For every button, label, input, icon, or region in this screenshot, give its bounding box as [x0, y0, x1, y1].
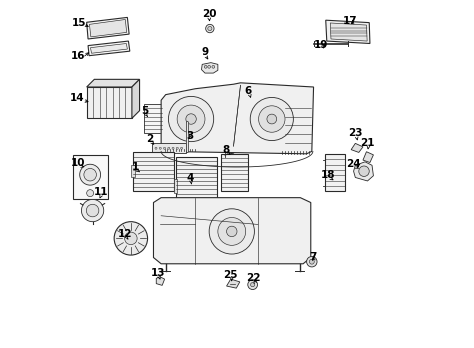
Polygon shape	[354, 162, 374, 181]
Circle shape	[84, 168, 96, 181]
Circle shape	[267, 114, 277, 124]
Circle shape	[227, 226, 237, 237]
Polygon shape	[161, 83, 314, 154]
Bar	[131, 165, 135, 177]
Text: 6: 6	[245, 86, 252, 96]
Text: 16: 16	[70, 51, 85, 61]
Circle shape	[159, 147, 161, 149]
Polygon shape	[201, 63, 218, 73]
Circle shape	[155, 147, 157, 149]
Bar	[173, 179, 177, 193]
Text: 4: 4	[186, 173, 194, 183]
Circle shape	[204, 65, 207, 68]
Circle shape	[359, 166, 369, 176]
Circle shape	[248, 280, 257, 290]
Text: 10: 10	[70, 158, 85, 168]
Polygon shape	[87, 17, 129, 39]
Circle shape	[212, 65, 215, 68]
Circle shape	[251, 283, 255, 287]
Bar	[176, 157, 217, 198]
Circle shape	[208, 26, 212, 31]
Circle shape	[114, 222, 147, 255]
Text: 14: 14	[70, 93, 85, 103]
Circle shape	[176, 147, 178, 149]
Text: 13: 13	[150, 268, 165, 278]
Circle shape	[172, 147, 174, 149]
Bar	[144, 104, 162, 133]
Text: 15: 15	[72, 18, 86, 27]
Text: 9: 9	[201, 47, 209, 57]
Bar	[133, 152, 173, 191]
Circle shape	[209, 209, 255, 254]
Polygon shape	[91, 44, 128, 53]
Polygon shape	[351, 143, 363, 152]
Polygon shape	[132, 79, 139, 118]
Polygon shape	[227, 279, 240, 288]
Polygon shape	[90, 19, 127, 37]
Polygon shape	[87, 79, 139, 87]
Polygon shape	[156, 277, 164, 285]
Text: 23: 23	[348, 128, 363, 138]
Circle shape	[80, 164, 100, 185]
Text: 19: 19	[313, 40, 328, 50]
Bar	[152, 143, 186, 153]
Text: 25: 25	[223, 270, 238, 280]
Text: 2: 2	[146, 134, 153, 143]
Circle shape	[164, 147, 165, 149]
Circle shape	[87, 190, 94, 197]
Polygon shape	[330, 23, 367, 41]
Circle shape	[186, 114, 196, 124]
Circle shape	[259, 106, 285, 132]
Text: 17: 17	[343, 16, 357, 26]
Circle shape	[208, 65, 210, 68]
Text: 22: 22	[246, 274, 261, 283]
Circle shape	[125, 232, 137, 245]
Circle shape	[82, 199, 104, 222]
Polygon shape	[363, 152, 374, 163]
Polygon shape	[87, 87, 132, 118]
Polygon shape	[326, 20, 370, 44]
Text: 8: 8	[222, 145, 229, 155]
Circle shape	[310, 259, 314, 264]
Circle shape	[177, 105, 205, 133]
Circle shape	[307, 256, 317, 267]
Text: 20: 20	[202, 9, 217, 19]
Polygon shape	[154, 198, 311, 264]
Polygon shape	[88, 41, 130, 56]
Text: 1: 1	[132, 162, 139, 172]
Text: 21: 21	[360, 138, 375, 148]
Circle shape	[181, 147, 182, 149]
Text: 3: 3	[186, 132, 194, 141]
Circle shape	[86, 204, 99, 217]
Bar	[221, 154, 248, 191]
Circle shape	[168, 96, 214, 142]
Text: 5: 5	[141, 106, 148, 116]
Circle shape	[218, 218, 246, 245]
Text: 7: 7	[309, 252, 317, 262]
Text: 18: 18	[321, 170, 336, 180]
Bar	[325, 154, 345, 191]
Circle shape	[250, 97, 293, 141]
Text: 11: 11	[93, 187, 108, 197]
Text: 24: 24	[346, 159, 361, 168]
Circle shape	[168, 147, 170, 149]
Text: 12: 12	[118, 229, 132, 239]
Bar	[73, 155, 108, 199]
Circle shape	[206, 24, 214, 33]
